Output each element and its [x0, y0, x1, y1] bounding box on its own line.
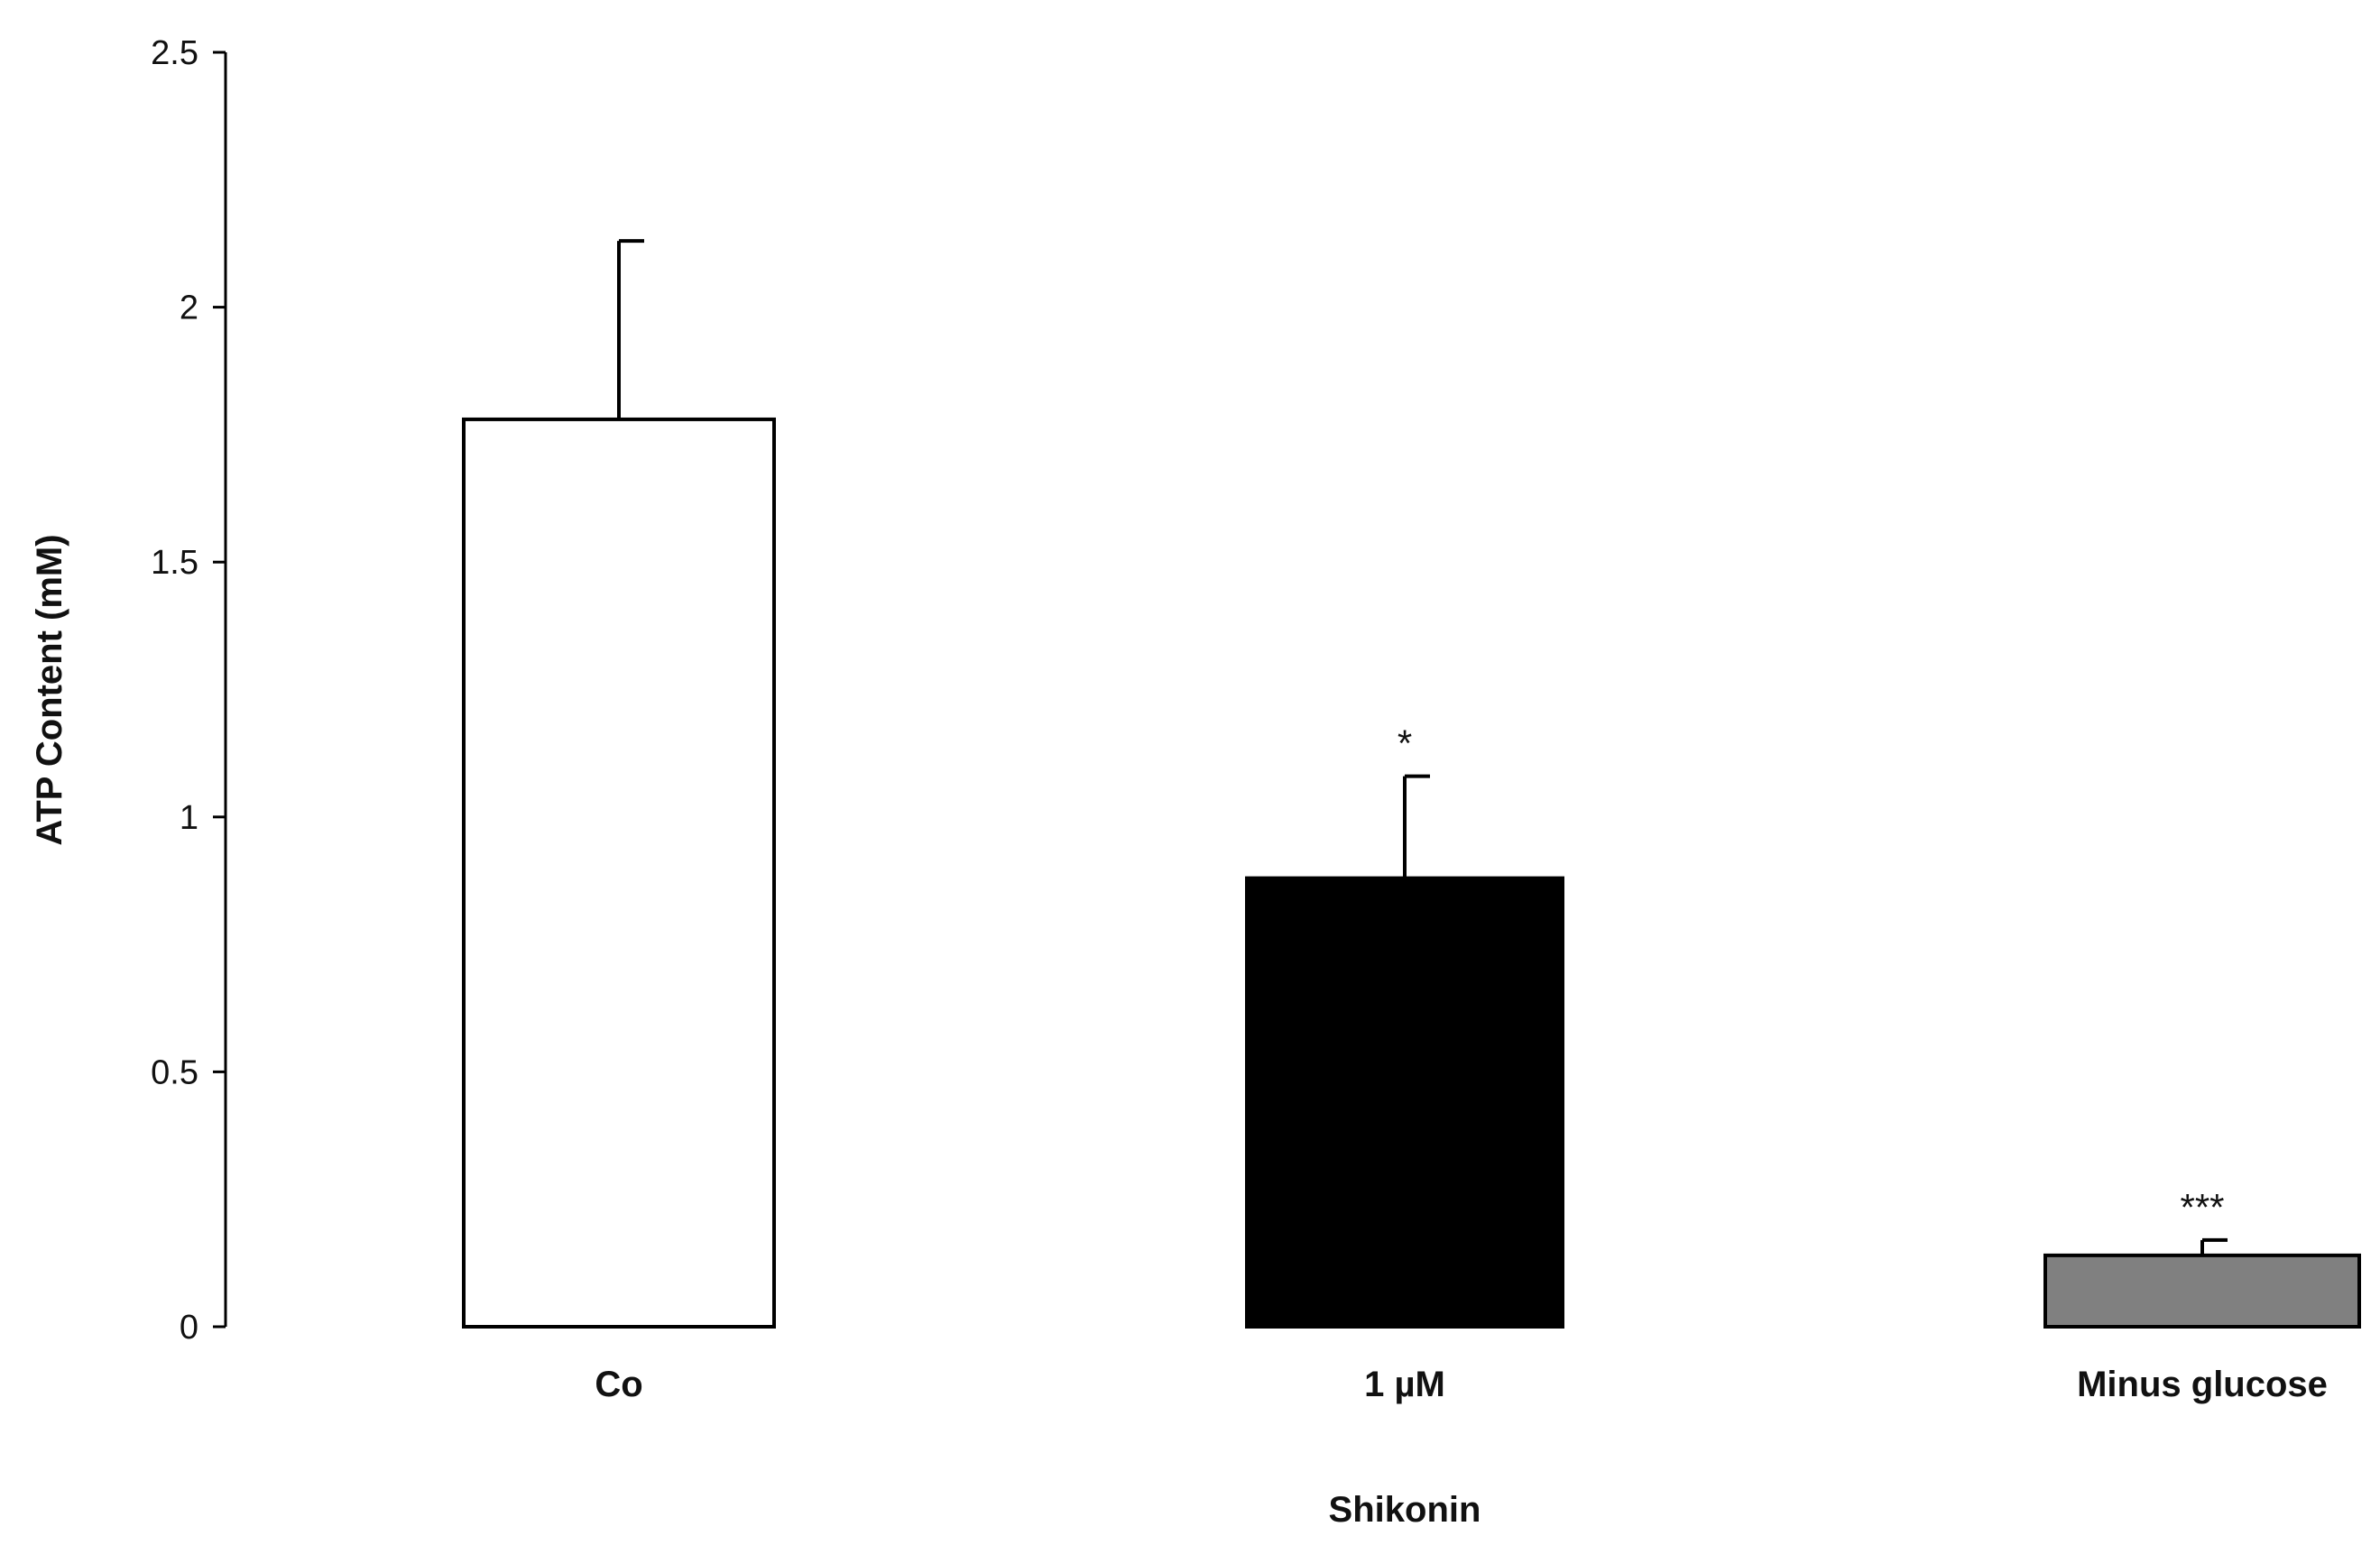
y-tick-label: 2	[180, 290, 198, 327]
x-category-label: 1 µM	[1364, 1365, 1445, 1404]
bars: ****	[462, 239, 2361, 1329]
bar	[462, 417, 776, 1329]
y-tick-label: 2.5	[151, 34, 198, 72]
x-category-label: Minus glucose	[2077, 1365, 2328, 1404]
y-tick-label: 0	[180, 1309, 198, 1347]
y-axis-title: ATP Content (mM)	[30, 534, 69, 845]
x-axis-title: Shikonin	[1329, 1490, 1481, 1530]
x-category-labels: Co 1 µM Minus glucose	[595, 1365, 2328, 1404]
y-tick-label: 1.5	[151, 544, 198, 582]
significance-marker: ***	[2180, 1186, 2224, 1228]
bar	[1245, 876, 1564, 1329]
y-tick-label: 0.5	[151, 1053, 198, 1091]
significance-marker: *	[1398, 722, 1412, 765]
bar	[2043, 1253, 2361, 1329]
x-category-label: Co	[595, 1365, 642, 1404]
y-axis: 0 0.5 1 1.5 2 2.5	[151, 34, 227, 1347]
y-tick-label: 1	[180, 799, 198, 837]
